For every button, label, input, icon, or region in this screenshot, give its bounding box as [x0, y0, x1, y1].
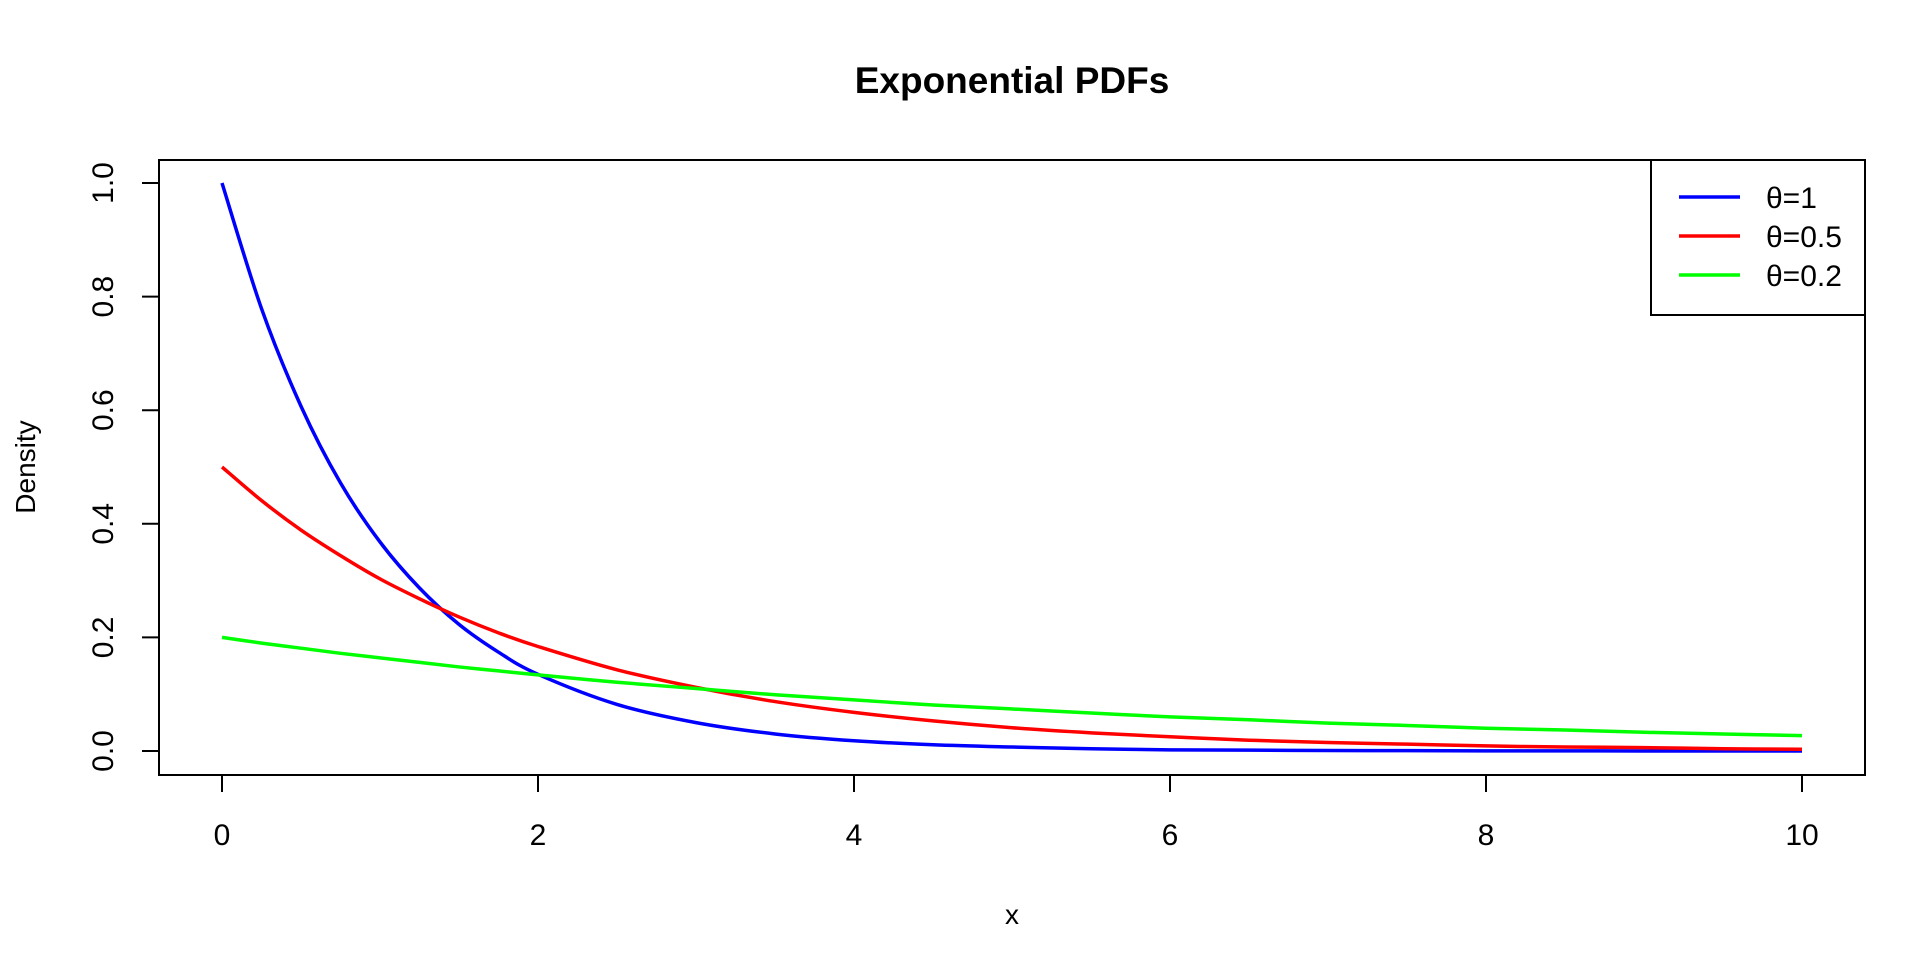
series-line-1 — [220, 182, 1803, 753]
legend-label-2: θ=0.5 — [1766, 221, 1842, 254]
legend-label-3: θ=0.2 — [1766, 260, 1842, 293]
x-tick-label: 10 — [1785, 819, 1818, 852]
y-axis-label: Density — [10, 420, 41, 513]
series-line-2 — [220, 465, 1803, 752]
y-axis: 0.0 0.2 0.4 0.6 0.8 1.0 — [87, 162, 160, 772]
y-tick-label: 1.0 — [87, 162, 120, 204]
x-axis-label: x — [1005, 899, 1019, 930]
x-axis: 0 2 4 6 8 10 — [214, 774, 1819, 852]
x-tick-label: 2 — [530, 819, 547, 852]
y-tick-label: 0.4 — [87, 503, 120, 545]
y-tick-label: 0.0 — [87, 730, 120, 772]
x-tick-label: 4 — [846, 819, 863, 852]
x-tick-label: 0 — [214, 819, 231, 852]
x-tick-label: 8 — [1478, 819, 1495, 852]
series-layer — [220, 182, 1803, 753]
x-tick-label: 6 — [1162, 819, 1179, 852]
series-line-3 — [221, 635, 1803, 738]
legend: θ=1 θ=0.5 θ=0.2 — [1650, 159, 1866, 316]
y-tick-label: 0.6 — [87, 389, 120, 431]
legend-label-1: θ=1 — [1766, 182, 1817, 215]
y-tick-label: 0.2 — [87, 617, 120, 659]
y-tick-label: 0.8 — [87, 276, 120, 318]
chart-title: Exponential PDFs — [855, 60, 1170, 101]
